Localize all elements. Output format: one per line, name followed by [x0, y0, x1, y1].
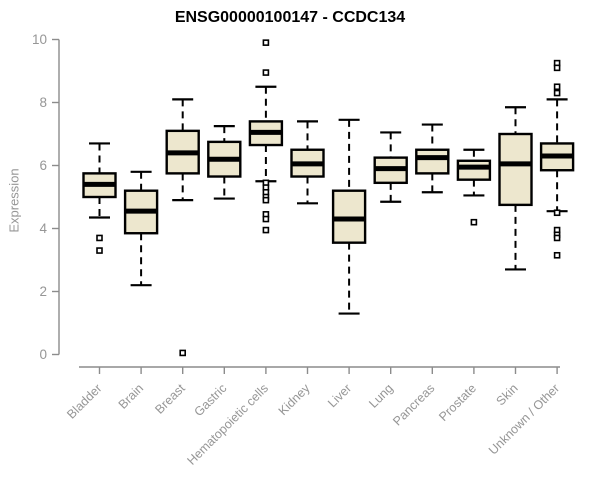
x-tick-label-bladder: Bladder	[64, 381, 104, 421]
x-tick-label-breast: Breast	[152, 381, 188, 417]
y-tick-label: 6	[39, 158, 47, 173]
outlier-point-breast	[179, 349, 186, 357]
x-tick-label-lung: Lung	[366, 381, 396, 411]
x-tick-label-hematopoietic-cells: Hematopoietic cells	[184, 381, 271, 468]
x-tick-label-unknown-other: Unknown / Other	[486, 381, 562, 457]
outlier-point-unknown-other	[553, 251, 561, 259]
outlier-point-hematopoietic-cells	[262, 215, 270, 223]
x-tick-label-liver: Liver	[325, 381, 354, 410]
box-skin	[498, 132, 533, 207]
x-tick-label-pancreas: Pancreas	[390, 381, 437, 428]
y-tick-label: 4	[39, 221, 47, 236]
x-tick-label-prostate: Prostate	[436, 381, 479, 424]
y-tick-label: 8	[39, 95, 47, 110]
outlier-point-bladder	[96, 247, 103, 254]
outlier-point-hematopoietic-cells	[262, 196, 270, 204]
outlier-point-unknown-other	[553, 89, 561, 97]
outlier-point-unknown-other	[553, 64, 561, 72]
x-tick-label-skin: Skin	[494, 381, 521, 408]
chart-title: ENSG00000100147 - CCDC134	[174, 9, 406, 26]
outlier-point-unknown-other	[553, 83, 561, 91]
outlier-point-hematopoietic-cells	[262, 39, 270, 46]
y-tick-label: 0	[39, 347, 47, 362]
outlier-point-unknown-other	[553, 234, 561, 242]
outlier-point-hematopoietic-cells	[262, 69, 270, 76]
outlier-point-bladder	[96, 234, 103, 242]
outlier-point-prostate	[470, 218, 478, 226]
outlier-point-unknown-other	[553, 209, 561, 217]
box-pancreas	[415, 148, 450, 175]
y-tick-label: 10	[32, 32, 47, 47]
y-tick-label: 2	[39, 284, 47, 299]
x-tick-label-gastric: Gastric	[192, 381, 230, 419]
box-prostate	[456, 159, 492, 181]
outlier-point-hematopoietic-cells	[262, 226, 270, 234]
x-tick-label-kidney: Kidney	[276, 381, 313, 418]
x-tick-label-brain: Brain	[116, 381, 147, 412]
